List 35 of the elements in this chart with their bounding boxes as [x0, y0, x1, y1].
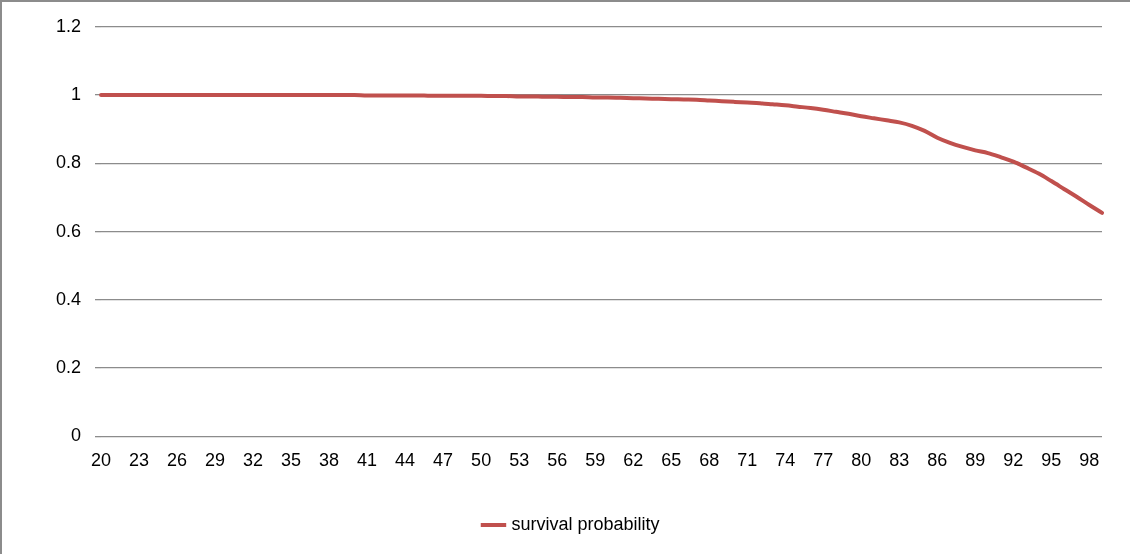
x-tick-label: 56: [547, 450, 568, 471]
y-tick-label: 0.8: [55, 152, 82, 173]
x-tick-label: 26: [167, 450, 188, 471]
x-tick-label: 65: [661, 450, 682, 471]
x-tick-label: 59: [585, 450, 606, 471]
x-tick-label: 62: [623, 450, 644, 471]
x-tick-label: 71: [737, 450, 758, 471]
legend-label: survival probability: [511, 513, 660, 534]
x-tick-label: 68: [699, 450, 720, 471]
x-tick-label: 89: [965, 450, 986, 471]
x-tick-label: 41: [357, 450, 378, 471]
y-tick-label: 1.2: [55, 15, 82, 36]
x-tick-label: 98: [1079, 450, 1100, 471]
x-tick-label: 86: [927, 450, 948, 471]
x-tick-label: 47: [433, 450, 454, 471]
x-tick-label: 38: [319, 450, 340, 471]
x-tick-label: 92: [1003, 450, 1024, 471]
x-tick-label: 53: [509, 450, 530, 471]
y-tick-label: 0.2: [55, 357, 82, 378]
y-tick-label: 0.6: [55, 220, 82, 241]
y-tick-label: 1: [71, 84, 82, 105]
x-tick-label: 35: [281, 450, 302, 471]
x-tick-label: 20: [91, 450, 112, 471]
x-tick-label: 32: [243, 450, 264, 471]
x-tick-label: 83: [889, 450, 910, 471]
x-tick-label: 95: [1041, 450, 1062, 471]
x-tick-label: 74: [775, 450, 796, 471]
x-tick-label: 23: [129, 450, 150, 471]
y-tick-label: 0: [71, 425, 82, 446]
x-tick-label: 80: [851, 450, 872, 471]
x-tick-label: 77: [813, 450, 834, 471]
x-tick-label: 44: [395, 450, 416, 471]
x-tick-label: 50: [471, 450, 492, 471]
y-tick-label: 0.4: [55, 288, 82, 309]
x-tick-label: 29: [205, 450, 226, 471]
